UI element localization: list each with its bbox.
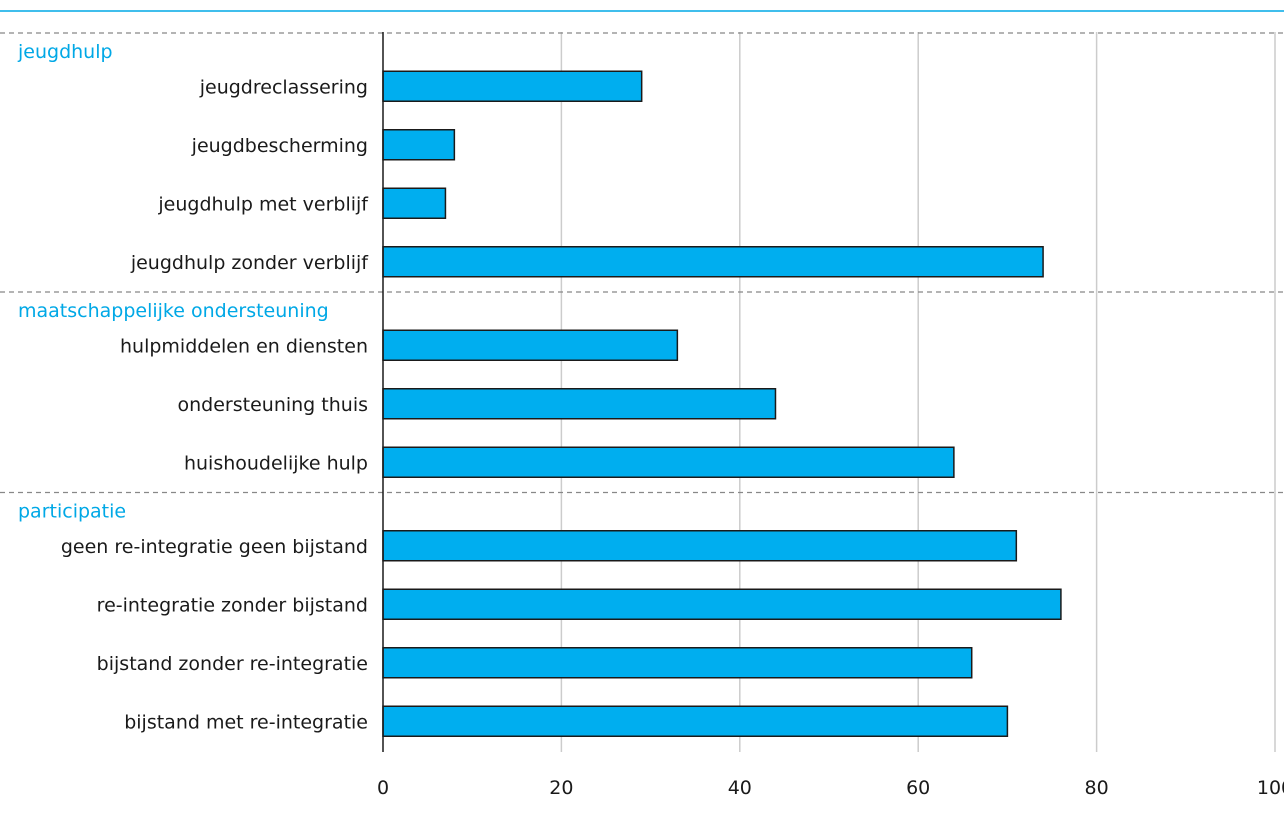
group-label: jeugdhulp [17, 41, 113, 63]
category-label: jeugdreclassering [199, 76, 368, 98]
category-label: bijstand met re-integratie [124, 711, 368, 733]
bar [382, 187, 447, 219]
x-axis-ticks: 0 20 40 60 80 100 [377, 777, 1284, 799]
category-label: re-integratie zonder bijstand [97, 594, 368, 616]
x-tick-label: 60 [906, 777, 930, 799]
category-label: jeugdbescherming [191, 135, 368, 157]
group-label: maatschappelijke ondersteuning [18, 300, 329, 322]
bar [382, 588, 1062, 620]
x-tick-label: 40 [728, 777, 752, 799]
category-label: hulpmiddelen en diensten [120, 335, 368, 357]
category-labels: jeugdhulp jeugdreclassering jeugdbeschermi… [17, 41, 369, 733]
bar [382, 70, 643, 102]
category-label: bijstand zonder re-integratie [97, 653, 368, 675]
bar [382, 705, 1009, 737]
bar [382, 329, 679, 361]
category-label: ondersteuning thuis [178, 394, 368, 416]
x-tick-label: 100 [1257, 777, 1284, 799]
bar [382, 647, 973, 679]
group-label: participatie [18, 501, 126, 523]
bar [382, 446, 955, 478]
bar [382, 129, 456, 161]
group-separators [0, 32, 1284, 494]
bars [382, 70, 1062, 737]
x-tick-label: 0 [377, 777, 389, 799]
bar [382, 388, 777, 420]
bar [382, 530, 1018, 562]
x-tick-label: 80 [1085, 777, 1109, 799]
category-label: geen re-integratie geen bijstand [61, 536, 368, 558]
bar [382, 246, 1044, 278]
category-label: jeugdhulp met verblijf [157, 193, 369, 215]
category-label: huishoudelijke hulp [184, 452, 368, 474]
category-label: jeugdhulp zonder verblijf [130, 252, 369, 274]
x-tick-label: 20 [549, 777, 573, 799]
